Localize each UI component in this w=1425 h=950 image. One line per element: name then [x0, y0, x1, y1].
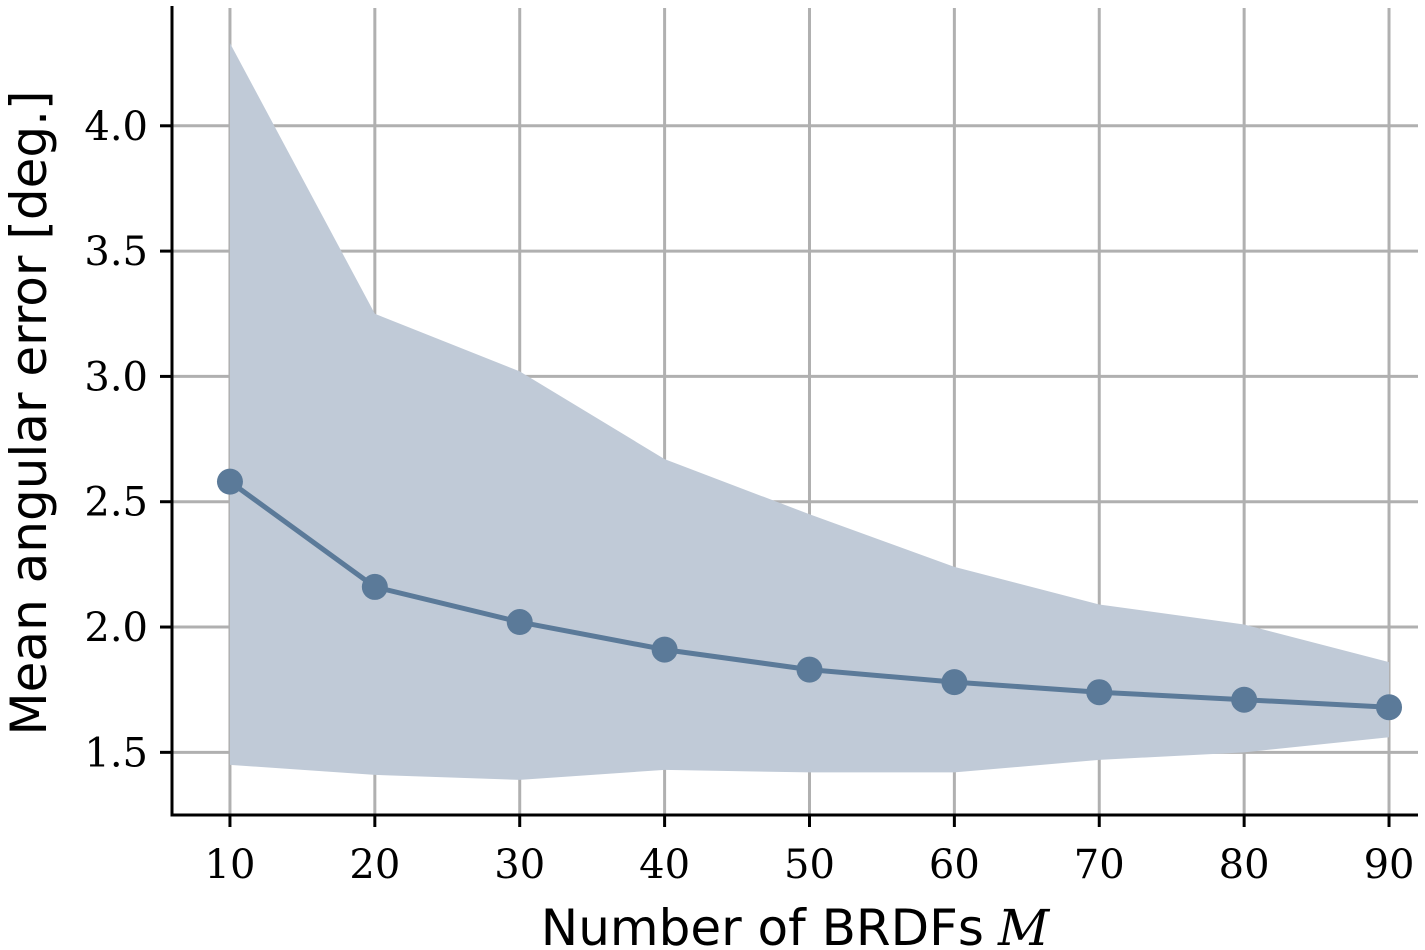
x-tick-label: 70	[1074, 842, 1125, 888]
y-tick-label: 2.0	[84, 605, 148, 651]
y-tick-labels: 1.5 2.0 2.5 3.0 3.5 4.0	[84, 104, 148, 777]
data-point	[216, 468, 243, 495]
data-point	[796, 656, 823, 683]
x-tick-label: 20	[349, 842, 400, 888]
x-tick-label: 90	[1364, 842, 1415, 888]
y-tick-label: 2.5	[84, 480, 148, 526]
data-point	[1231, 686, 1258, 713]
data-point	[941, 669, 968, 696]
x-tick-label: 30	[494, 842, 545, 888]
x-axis-label-text: Number of BRDFs	[541, 899, 984, 950]
data-points	[216, 468, 1403, 721]
y-tick-label: 1.5	[84, 730, 148, 776]
x-axis-label-symbol: M	[997, 899, 1051, 950]
x-axis-label: Number of BRDFs M	[541, 899, 1051, 950]
axes	[160, 6, 1418, 827]
confidence-band	[229, 43, 1390, 780]
x-tick-labels: 10 20 30 40 50 60 70 80 90	[205, 842, 1415, 888]
x-tick-label: 10	[205, 842, 256, 888]
y-tick-label: 3.5	[84, 229, 148, 275]
error-band	[229, 43, 1390, 780]
data-point	[1376, 694, 1403, 721]
data-point	[361, 573, 388, 600]
data-point	[1086, 679, 1113, 706]
y-axis-label: Mean angular error [deg.]	[0, 91, 58, 736]
x-tick-label: 50	[784, 842, 835, 888]
x-tick-label: 80	[1219, 842, 1270, 888]
data-point	[506, 609, 533, 636]
x-tick-label: 60	[929, 842, 980, 888]
data-point	[651, 636, 678, 663]
x-tick-label: 40	[639, 842, 690, 888]
y-tick-label: 3.0	[84, 354, 148, 400]
y-tick-label: 4.0	[84, 104, 148, 150]
